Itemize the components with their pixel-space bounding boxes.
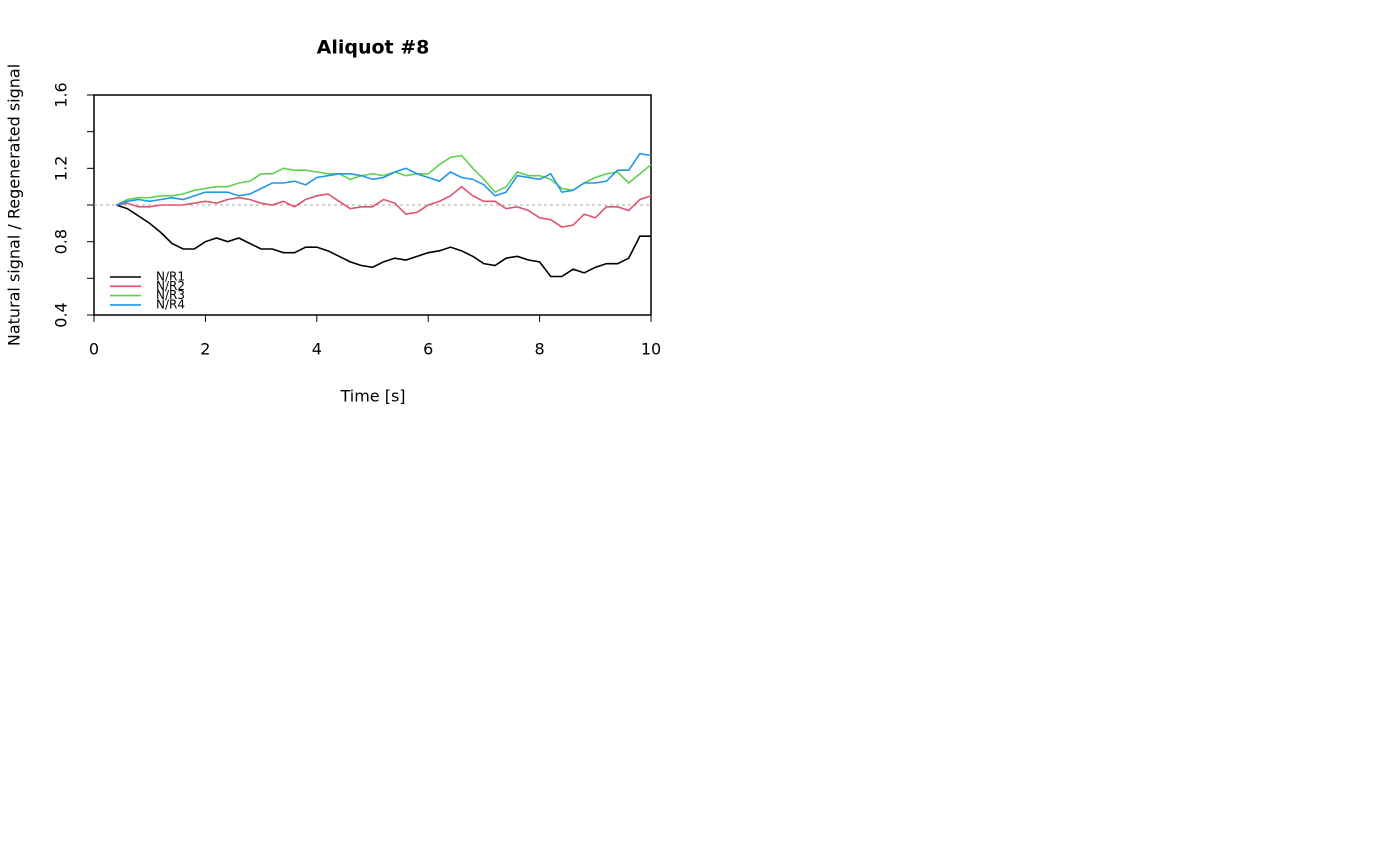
chart-title: Aliquot #8 (317, 37, 430, 59)
data-line (115, 154, 652, 206)
y-tick-label: 1.6 (52, 82, 71, 107)
x-tick-label: 2 (200, 340, 210, 359)
data-line (116, 204, 651, 278)
y-axis-label: Natural signal / Regenerated signal (5, 64, 24, 346)
y-tick-label: 1.2 (52, 156, 71, 181)
legend-label: N/R3 (156, 288, 185, 302)
y-tick-label: 0.8 (52, 229, 71, 254)
x-tick-label: 6 (423, 340, 433, 359)
legend-label: N/R1 (156, 270, 185, 284)
y-tick-label: 0.4 (52, 302, 71, 327)
data-line (116, 185, 652, 228)
data-line (116, 152, 652, 206)
x-tick-label: 0 (89, 340, 99, 359)
x-tick-label: 4 (312, 340, 322, 359)
x-axis-label: Time [s] (339, 387, 405, 406)
legend-label: N/R2 (156, 279, 185, 293)
legend-label: N/R4 (156, 297, 185, 311)
x-tick-label: 8 (535, 340, 545, 359)
x-tick-label: 10 (641, 340, 661, 359)
